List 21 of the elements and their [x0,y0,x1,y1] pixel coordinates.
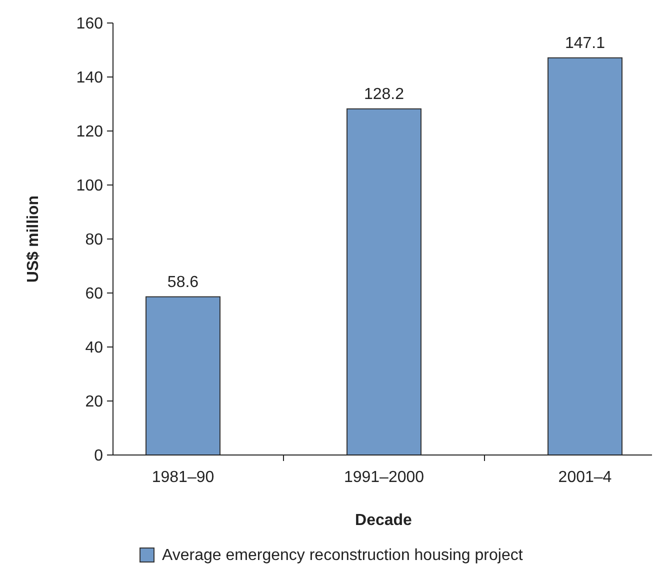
y-tick-label: 100 [76,178,104,195]
x-axis-title: Decade [355,512,412,529]
x-tick-label: 2001–4 [558,469,612,486]
data-label: 58.6 [167,274,199,291]
bar [146,296,220,456]
x-tick-label: 1981–90 [152,469,214,486]
bar [548,57,622,456]
y-tick-label: 60 [85,286,104,303]
bar [346,108,422,456]
y-tick-label: 20 [85,394,104,411]
y-tick-label: 0 [94,448,104,465]
y-axis-title: US$ million [25,195,42,283]
y-tick-label: 40 [85,340,104,357]
y-tick-label: 140 [76,70,104,87]
y-tick-label: 80 [85,232,104,249]
data-label: 147.1 [564,34,606,52]
legend-label: Average emergency reconstruction housing project [162,547,524,564]
y-tick-label: 120 [76,124,104,141]
y-tick-label: 160 [76,16,104,33]
data-label: 128.2 [364,86,404,103]
x-tick-label: 1991–2000 [344,469,424,486]
